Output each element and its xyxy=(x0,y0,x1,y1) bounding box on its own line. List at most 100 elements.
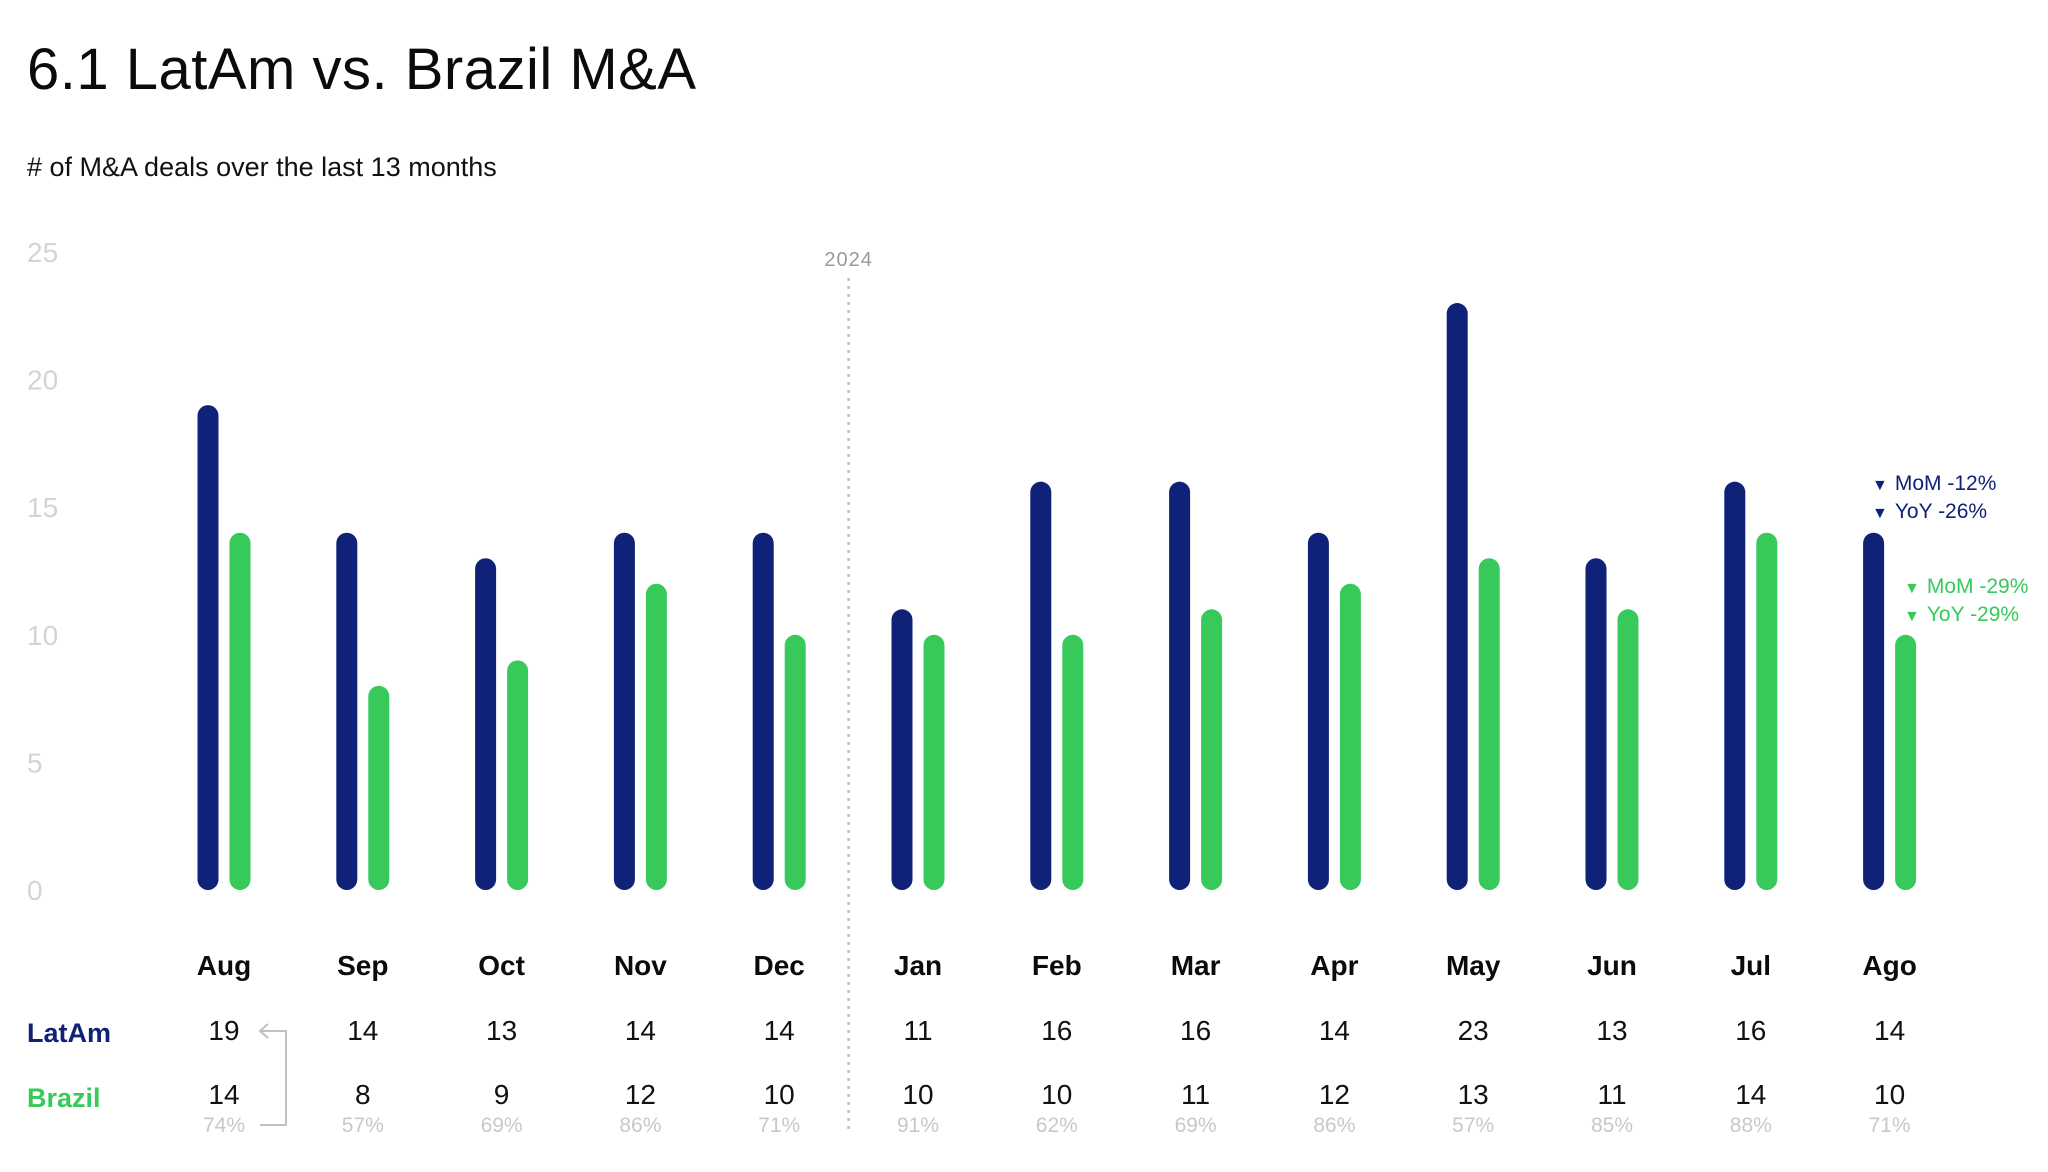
share-percent-label: 91% xyxy=(897,1114,939,1137)
brazil-mom-annotation: ▼ MoM -29% xyxy=(1904,575,2028,599)
brazil-value-label: 12 xyxy=(625,1079,656,1110)
bar-latam xyxy=(1030,481,1052,890)
bar-latam xyxy=(752,532,774,890)
share-bracket-line xyxy=(260,1030,287,1126)
down-triangle-icon: ▼ xyxy=(1904,608,1920,625)
x-tick-label: Apr xyxy=(1310,950,1358,981)
x-tick-label: Aug xyxy=(197,950,251,981)
latam-value-label: 14 xyxy=(1319,1015,1350,1046)
x-tick-label: May xyxy=(1446,950,1501,981)
down-triangle-icon: ▼ xyxy=(1872,477,1888,494)
share-percent-label: 69% xyxy=(481,1114,523,1137)
latam-value-label: 14 xyxy=(1874,1015,1905,1046)
brazil-value-label: 9 xyxy=(494,1079,510,1110)
bar-latam xyxy=(197,405,219,890)
bar-latam xyxy=(1585,558,1607,890)
brazil-value-label: 11 xyxy=(1597,1079,1626,1110)
bar-latam xyxy=(336,532,358,890)
bar-brazil xyxy=(1478,558,1500,890)
x-tick-label: Mar xyxy=(1171,950,1221,981)
bar-brazil xyxy=(1756,532,1778,890)
bar-brazil xyxy=(784,634,806,890)
bracket-arrow-icon xyxy=(258,1023,269,1039)
bar-latam xyxy=(1169,481,1191,890)
share-percent-label: 71% xyxy=(758,1114,800,1137)
brazil-value-label: 8 xyxy=(355,1079,371,1110)
latam-value-label: 13 xyxy=(486,1015,517,1046)
x-tick-label: Oct xyxy=(478,950,525,981)
x-tick-label: Nov xyxy=(614,950,667,981)
brazil-value-label: 10 xyxy=(1041,1079,1072,1110)
brazil-value-label: 11 xyxy=(1181,1079,1210,1110)
share-percent-label: 86% xyxy=(1313,1114,1355,1137)
y-tick-label: 0 xyxy=(27,875,43,906)
brazil-value-label: 10 xyxy=(764,1079,795,1110)
brazil-mom-text: MoM -29% xyxy=(1926,575,2029,598)
brazil-yoy-annotation: ▼ YoY -29% xyxy=(1904,603,2019,627)
x-tick-label: Ago xyxy=(1862,950,1916,981)
share-percent-label: 62% xyxy=(1036,1114,1078,1137)
latam-row-label: LatAm xyxy=(27,1018,112,1048)
latam-value-label: 19 xyxy=(208,1015,239,1046)
bar-latam xyxy=(891,609,913,890)
latam-value-label: 14 xyxy=(764,1015,795,1046)
down-triangle-icon: ▼ xyxy=(1872,505,1888,522)
bar-brazil xyxy=(923,634,945,890)
brazil-value-label: 10 xyxy=(1874,1079,1905,1110)
latam-value-label: 16 xyxy=(1041,1015,1072,1046)
x-tick-label: Jan xyxy=(894,950,942,981)
share-percent-label: 88% xyxy=(1730,1114,1772,1137)
bar-latam xyxy=(1863,532,1885,890)
share-percent-label: 71% xyxy=(1869,1114,1911,1137)
brazil-value-label: 14 xyxy=(1735,1079,1766,1110)
share-percent-label: 85% xyxy=(1591,1114,1633,1137)
y-tick-label: 15 xyxy=(27,492,58,523)
brazil-yoy-text: YoY -29% xyxy=(1926,603,2020,626)
x-tick-label: Sep xyxy=(337,950,388,981)
year-divider-label: 2024 xyxy=(824,249,873,271)
down-triangle-icon: ▼ xyxy=(1904,580,1920,597)
latam-value-label: 14 xyxy=(625,1015,656,1046)
brazil-value-label: 13 xyxy=(1458,1079,1489,1110)
latam-value-label: 16 xyxy=(1735,1015,1766,1046)
bar-brazil xyxy=(1617,609,1639,890)
brazil-value-label: 14 xyxy=(208,1079,239,1110)
bar-brazil xyxy=(1062,634,1084,890)
brazil-row-label: Brazil xyxy=(27,1083,101,1113)
share-percent-label: 69% xyxy=(1175,1114,1217,1137)
bar-latam xyxy=(1307,532,1329,890)
bar-latam xyxy=(475,558,497,890)
x-tick-label: Dec xyxy=(754,950,805,981)
bar-brazil xyxy=(1339,583,1361,890)
bar-latam xyxy=(613,532,635,890)
latam-yoy-text: YoY -26% xyxy=(1894,500,1988,523)
chart-subtitle: # of M&A deals over the last 13 months xyxy=(27,152,497,182)
bar-brazil xyxy=(368,685,390,890)
latam-value-label: 16 xyxy=(1180,1015,1211,1046)
brazil-value-label: 10 xyxy=(902,1079,933,1110)
bar-brazil xyxy=(645,583,667,890)
bar-latam xyxy=(1446,303,1468,890)
share-percent-label: 86% xyxy=(619,1114,661,1137)
latam-value-label: 11 xyxy=(903,1015,932,1046)
latam-value-label: 13 xyxy=(1596,1015,1627,1046)
x-tick-label: Feb xyxy=(1032,950,1082,981)
y-tick-label: 5 xyxy=(27,747,43,778)
bar-brazil xyxy=(1201,609,1223,890)
latam-value-label: 23 xyxy=(1458,1015,1489,1046)
latam-yoy-annotation: ▼ YoY -26% xyxy=(1872,500,1987,524)
y-tick-label: 20 xyxy=(27,365,58,396)
x-tick-label: Jul xyxy=(1731,950,1771,981)
latam-mom-annotation: ▼ MoM -12% xyxy=(1872,472,1996,496)
share-percent-label: 57% xyxy=(342,1114,384,1137)
y-tick-label: 10 xyxy=(27,620,58,651)
share-percent-label: 74% xyxy=(203,1114,245,1137)
page-title: 6.1 LatAm vs. Brazil M&A xyxy=(27,37,697,102)
brazil-value-label: 12 xyxy=(1319,1079,1350,1110)
x-tick-label: Jun xyxy=(1587,950,1637,981)
latam-mom-text: MoM -12% xyxy=(1894,472,1997,495)
bar-brazil xyxy=(1895,634,1917,890)
y-tick-label: 25 xyxy=(27,237,58,268)
bar-latam xyxy=(1724,481,1746,890)
